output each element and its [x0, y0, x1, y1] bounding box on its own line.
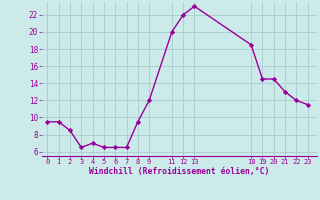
X-axis label: Windchill (Refroidissement éolien,°C): Windchill (Refroidissement éolien,°C): [89, 167, 269, 176]
